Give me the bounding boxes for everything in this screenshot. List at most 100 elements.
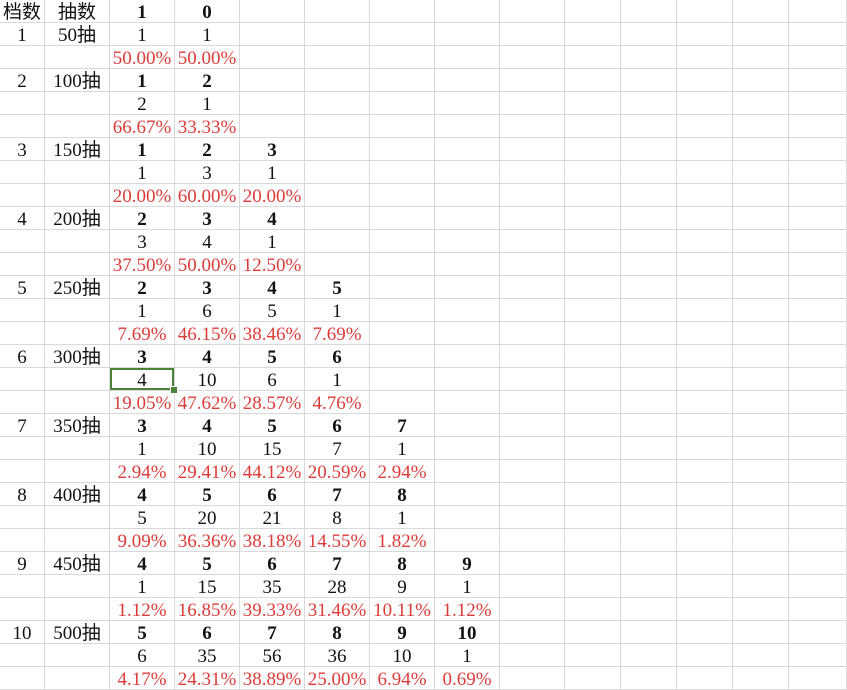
group-header-cell[interactable]: 4 [240,276,305,299]
empty-cell[interactable] [733,621,789,644]
value-cell[interactable]: 6 [240,368,305,391]
group-header-cell[interactable]: 2 [110,276,175,299]
empty-cell[interactable] [733,437,789,460]
group-header-cell[interactable]: 1 [110,69,175,92]
empty-cell[interactable] [733,23,789,46]
value-cell[interactable]: 1 [175,92,240,115]
value-cell[interactable]: 1 [305,368,370,391]
empty-cell[interactable] [500,598,565,621]
empty-cell[interactable] [565,437,621,460]
value-cell[interactable]: 35 [240,575,305,598]
empty-cell[interactable] [733,506,789,529]
empty-cell[interactable] [621,23,677,46]
empty-cell[interactable] [240,115,305,138]
empty-cell[interactable] [45,437,110,460]
empty-cell[interactable] [565,621,621,644]
value-cell[interactable]: 2 [0,69,45,92]
group-header-cell[interactable]: 2 [175,138,240,161]
empty-cell[interactable] [733,414,789,437]
percent-cell[interactable]: 14.55% [305,529,370,552]
group-header-cell[interactable]: 3 [175,207,240,230]
value-cell[interactable]: 15 [175,575,240,598]
empty-cell[interactable] [305,92,370,115]
empty-cell[interactable] [45,46,110,69]
empty-cell[interactable] [733,460,789,483]
empty-cell[interactable] [733,299,789,322]
value-cell[interactable]: 200抽 [45,207,110,230]
percent-cell[interactable]: 2.94% [370,460,435,483]
empty-cell[interactable] [435,69,500,92]
value-cell[interactable]: 36 [305,644,370,667]
value-cell[interactable]: 抽数 [45,0,110,23]
empty-cell[interactable] [677,598,733,621]
empty-cell[interactable] [0,253,45,276]
empty-cell[interactable] [621,644,677,667]
empty-cell[interactable] [45,529,110,552]
value-cell[interactable]: 150抽 [45,138,110,161]
percent-cell[interactable]: 36.36% [175,529,240,552]
value-cell[interactable]: 35 [175,644,240,667]
empty-cell[interactable] [565,161,621,184]
empty-cell[interactable] [0,230,45,253]
group-header-cell[interactable]: 8 [370,552,435,575]
empty-cell[interactable] [45,230,110,253]
value-cell[interactable]: 3 [0,138,45,161]
empty-cell[interactable] [435,23,500,46]
empty-cell[interactable] [733,207,789,230]
empty-cell[interactable] [733,598,789,621]
value-cell[interactable]: 1 [240,230,305,253]
empty-cell[interactable] [45,391,110,414]
group-header-cell[interactable]: 2 [175,69,240,92]
empty-cell[interactable] [45,92,110,115]
group-header-cell[interactable]: 2 [110,207,175,230]
empty-cell[interactable] [500,621,565,644]
group-header-cell[interactable]: 4 [175,345,240,368]
empty-cell[interactable] [789,575,847,598]
empty-cell[interactable] [565,391,621,414]
empty-cell[interactable] [621,437,677,460]
empty-cell[interactable] [733,391,789,414]
value-cell[interactable]: 1 [110,23,175,46]
empty-cell[interactable] [500,529,565,552]
empty-cell[interactable] [677,276,733,299]
empty-cell[interactable] [733,368,789,391]
empty-cell[interactable] [677,529,733,552]
percent-cell[interactable]: 37.50% [110,253,175,276]
empty-cell[interactable] [305,46,370,69]
empty-cell[interactable] [733,46,789,69]
group-header-cell[interactable]: 7 [305,483,370,506]
empty-cell[interactable] [0,598,45,621]
empty-cell[interactable] [0,184,45,207]
empty-cell[interactable] [370,115,435,138]
empty-cell[interactable] [435,207,500,230]
empty-cell[interactable] [45,644,110,667]
value-cell[interactable]: 9 [370,575,435,598]
group-header-cell[interactable]: 6 [175,621,240,644]
percent-cell[interactable]: 1.82% [370,529,435,552]
value-cell[interactable]: 5 [110,506,175,529]
empty-cell[interactable] [677,322,733,345]
percent-cell[interactable]: 50.00% [175,253,240,276]
empty-cell[interactable] [677,506,733,529]
empty-cell[interactable] [435,529,500,552]
empty-cell[interactable] [621,92,677,115]
empty-cell[interactable] [677,368,733,391]
empty-cell[interactable] [565,506,621,529]
empty-cell[interactable] [370,345,435,368]
group-header-cell[interactable]: 9 [370,621,435,644]
empty-cell[interactable] [305,207,370,230]
empty-cell[interactable] [677,207,733,230]
empty-cell[interactable] [45,506,110,529]
value-cell[interactable]: 350抽 [45,414,110,437]
empty-cell[interactable] [435,414,500,437]
empty-cell[interactable] [500,46,565,69]
value-cell[interactable]: 7 [305,437,370,460]
percent-cell[interactable]: 33.33% [175,115,240,138]
empty-cell[interactable] [240,23,305,46]
empty-cell[interactable] [677,299,733,322]
empty-cell[interactable] [789,138,847,161]
empty-cell[interactable] [500,138,565,161]
empty-cell[interactable] [500,184,565,207]
empty-cell[interactable] [45,184,110,207]
empty-cell[interactable] [435,506,500,529]
